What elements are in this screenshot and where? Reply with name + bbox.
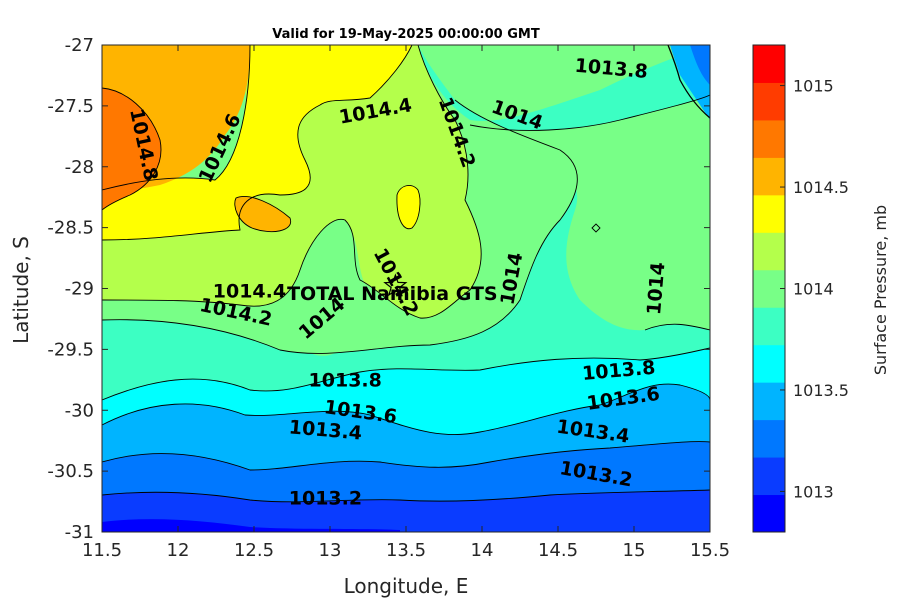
contour-label: 1013.2 <box>289 488 362 510</box>
y-axis: -27 -27.5 -28 -28.5 -29 -29.5 -30 -30.5 -31 <box>47 35 710 543</box>
x-tick-label: 13.5 <box>386 540 426 561</box>
colorbar-segment <box>753 157 785 196</box>
colorbar-tick-label: 1013 <box>793 482 834 501</box>
contour-label: 1014 <box>643 261 670 316</box>
band-1014.4 <box>102 45 412 240</box>
y-tick-label: -31 <box>65 522 94 543</box>
y-tick-label: -28.5 <box>47 218 94 239</box>
colorbar-tick-label: 1014 <box>793 280 834 299</box>
x-axis-label: Longitude, E <box>344 574 469 598</box>
contour-label: 1013.8 <box>309 370 382 392</box>
colorbar-segment <box>753 232 785 271</box>
colorbar-label: Surface Pressure, mb <box>871 205 890 375</box>
x-tick-label: 15.5 <box>690 540 730 561</box>
band-1014.4-blob <box>396 185 420 229</box>
colorbar-tick-label: 1013.5 <box>793 381 849 400</box>
y-axis-label: Latitude, S <box>9 236 33 344</box>
x-axis: 11.5 12 12.5 13 13.5 14 14.5 15 15.5 <box>82 45 730 561</box>
y-tick-label: -27.5 <box>47 96 94 117</box>
contour-label: 1014.4 <box>213 281 286 303</box>
colorbar-segment <box>753 494 785 533</box>
x-tick-label: 13 <box>319 540 342 561</box>
x-tick-label: 11.5 <box>82 540 122 561</box>
colorbar-segment <box>753 269 785 308</box>
band-1014.8 <box>102 88 161 210</box>
band-1012.8 <box>102 519 400 532</box>
x-tick-label: 14.5 <box>538 540 578 561</box>
band-1013.2-corner <box>690 45 710 85</box>
site-star-icon <box>383 273 408 297</box>
y-tick-label: -30 <box>65 400 94 421</box>
colorbar-segment <box>753 194 785 233</box>
colorbar-segment <box>753 119 785 158</box>
site-marker-group: TOTAL Namibia GTS <box>287 273 498 305</box>
x-tick-label: 12 <box>167 540 190 561</box>
band-1014.6-blob <box>234 196 291 232</box>
contour-lines <box>102 45 710 503</box>
band-1014.0-upper-right <box>470 95 710 331</box>
colorbar: 1013 1013.5 1014 1014.5 1015 <box>752 44 849 533</box>
chart-title: Valid for 19-May-2025 00:00:00 GMT <box>272 27 540 42</box>
band-1014.0-center <box>298 225 420 356</box>
site-label: TOTAL Namibia GTS <box>287 283 498 305</box>
y-tick-label: -29.5 <box>47 339 94 360</box>
y-tick-label: -27 <box>65 35 94 56</box>
plot-area <box>102 45 710 532</box>
coastline <box>667 45 710 119</box>
colorbar-segment <box>753 419 785 458</box>
colorbar-segment <box>753 45 785 83</box>
colorbar-tick-label: 1014.5 <box>793 178 849 197</box>
colorbar-segment <box>753 344 785 383</box>
y-tick-label: -29 <box>65 279 94 300</box>
y-tick-label: -28 <box>65 157 94 178</box>
colorbar-segment <box>753 382 785 421</box>
colorbar-segment <box>753 307 785 346</box>
colorbar-segment <box>753 457 785 496</box>
x-tick-label: 12.5 <box>234 540 274 561</box>
x-tick-label: 14 <box>471 540 494 561</box>
colorbar-tick-label: 1015 <box>793 77 834 96</box>
colorbar-segment <box>753 82 785 121</box>
y-tick-label: -30.5 <box>47 461 94 482</box>
x-tick-label: 15 <box>623 540 646 561</box>
